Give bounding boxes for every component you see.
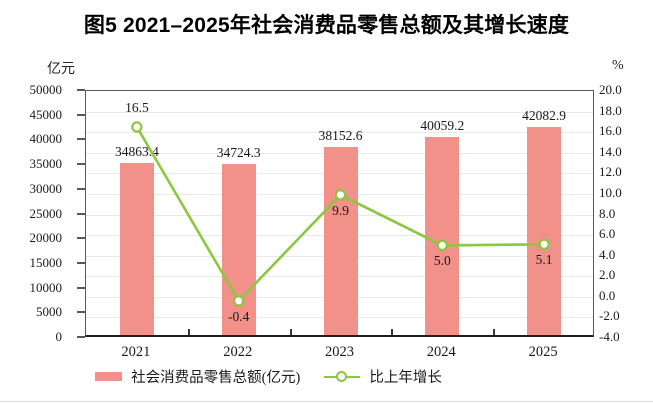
right-axis-tick-label: 4.0 xyxy=(599,246,616,262)
left-axis-tick-label: 5000 xyxy=(36,304,62,320)
growth-line-marker xyxy=(131,121,143,133)
left-axis-tick xyxy=(77,311,85,314)
left-axis-tick-label: 35000 xyxy=(29,156,63,172)
left-axis-tick-label: 20000 xyxy=(29,230,63,246)
left-axis-unit-label: 亿元 xyxy=(47,62,75,77)
bar-swatch-icon xyxy=(95,372,123,381)
left-axis-tick-label: 50000 xyxy=(29,82,63,97)
growth-line xyxy=(131,121,550,307)
x-axis-category-label: 2025 xyxy=(528,344,558,360)
growth-line-marker xyxy=(538,238,550,250)
left-axis-tick xyxy=(77,113,85,116)
x-axis-tick xyxy=(289,329,292,335)
left-axis-tick-label: 10000 xyxy=(29,279,63,295)
left-axis-tick xyxy=(77,163,85,166)
right-axis-tick-label: -2.0 xyxy=(599,308,620,324)
right-axis-unit-label: % xyxy=(612,58,624,73)
right-axis-tick-label: -4.0 xyxy=(599,329,620,344)
left-axis-tick-label: 45000 xyxy=(29,106,63,122)
legend: 社会消费品零售总额(亿元) 比上年增长 xyxy=(0,366,653,387)
plot-area: 34863.4 34724.3 38152.6 40059.2 42082.9 16.5-… xyxy=(85,90,594,337)
x-axis-category-label: 2021 xyxy=(121,344,151,360)
right-axis-tick-label: 2.0 xyxy=(599,267,616,283)
right-axis-tick-label: 20.0 xyxy=(599,82,622,97)
left-axis-tick xyxy=(77,187,85,190)
x-axis-category-label: 2023 xyxy=(325,344,354,360)
left-axis-tick xyxy=(77,89,85,91)
left-axis-tick xyxy=(77,261,85,264)
right-axis-tick-label: 16.0 xyxy=(599,123,622,139)
x-axis-tick xyxy=(187,329,190,335)
left-axis-tick xyxy=(77,237,85,240)
growth-line-marker xyxy=(334,189,347,201)
left-axis-tick xyxy=(77,286,85,289)
x-axis-category-label: 2024 xyxy=(426,344,456,360)
left-axis-tick xyxy=(77,212,85,215)
legend-item-bar: 社会消费品零售总额(亿元) xyxy=(95,366,300,387)
left-axis-tick-label: 30000 xyxy=(29,180,63,196)
line-value-label: 5.1 xyxy=(535,252,553,268)
right-axis-tick-label: 18.0 xyxy=(599,102,622,118)
bar-value-label: 42082.9 xyxy=(522,108,567,124)
bottom-divider xyxy=(0,401,653,402)
growth-line-marker xyxy=(436,239,448,252)
line-value-label: 5.0 xyxy=(433,253,451,269)
right-axis-tick-label: 6.0 xyxy=(599,226,616,242)
bar-value-label: 40059.2 xyxy=(420,118,465,134)
growth-line-marker xyxy=(232,295,245,307)
line-swatch-icon xyxy=(324,371,361,382)
bar-value-label: 38152.6 xyxy=(318,127,363,143)
legend-label: 社会消费品零售总额(亿元) xyxy=(131,370,301,386)
right-axis-tick-label: 0.0 xyxy=(599,287,616,303)
bar-2025 xyxy=(527,127,562,335)
left-axis-tick xyxy=(77,336,85,338)
gridline xyxy=(86,132,593,134)
x-axis-category-label: 2022 xyxy=(223,344,253,360)
left-axis-tick-label: 25000 xyxy=(29,205,63,221)
legend-items: 社会消费品零售总额(亿元) 比上年增长 xyxy=(95,366,442,387)
x-axis-tick xyxy=(391,329,394,335)
legend-label: 比上年增长 xyxy=(369,370,442,386)
bar-2021 xyxy=(119,162,154,335)
left-axis-tick xyxy=(77,138,85,141)
right-axis-tick-label: 8.0 xyxy=(599,205,616,221)
line-swatch-marker-icon xyxy=(336,371,348,382)
right-axis-tick-label: 10.0 xyxy=(599,184,622,200)
chart-title: 图5 2021–2025年社会消费品零售总额及其增长速度 xyxy=(83,14,570,37)
line-value-label: 9.9 xyxy=(332,202,349,218)
line-value-label: 16.5 xyxy=(125,100,149,115)
x-axis-tick xyxy=(493,329,496,335)
line-value-label: -0.4 xyxy=(228,308,250,324)
left-axis-tick-label: 40000 xyxy=(29,131,63,147)
left-axis-tick-label: 15000 xyxy=(29,254,63,270)
legend-item-line: 比上年增长 xyxy=(324,366,442,387)
right-axis-tick-label: 14.0 xyxy=(599,143,622,159)
right-axis-tick-label: 12.0 xyxy=(599,164,622,180)
gridline xyxy=(86,111,593,113)
bar-value-label: 34724.3 xyxy=(216,144,261,160)
left-axis-tick-label: 0 xyxy=(55,329,63,344)
bar-2023 xyxy=(323,146,358,335)
bar-2024 xyxy=(425,137,460,335)
